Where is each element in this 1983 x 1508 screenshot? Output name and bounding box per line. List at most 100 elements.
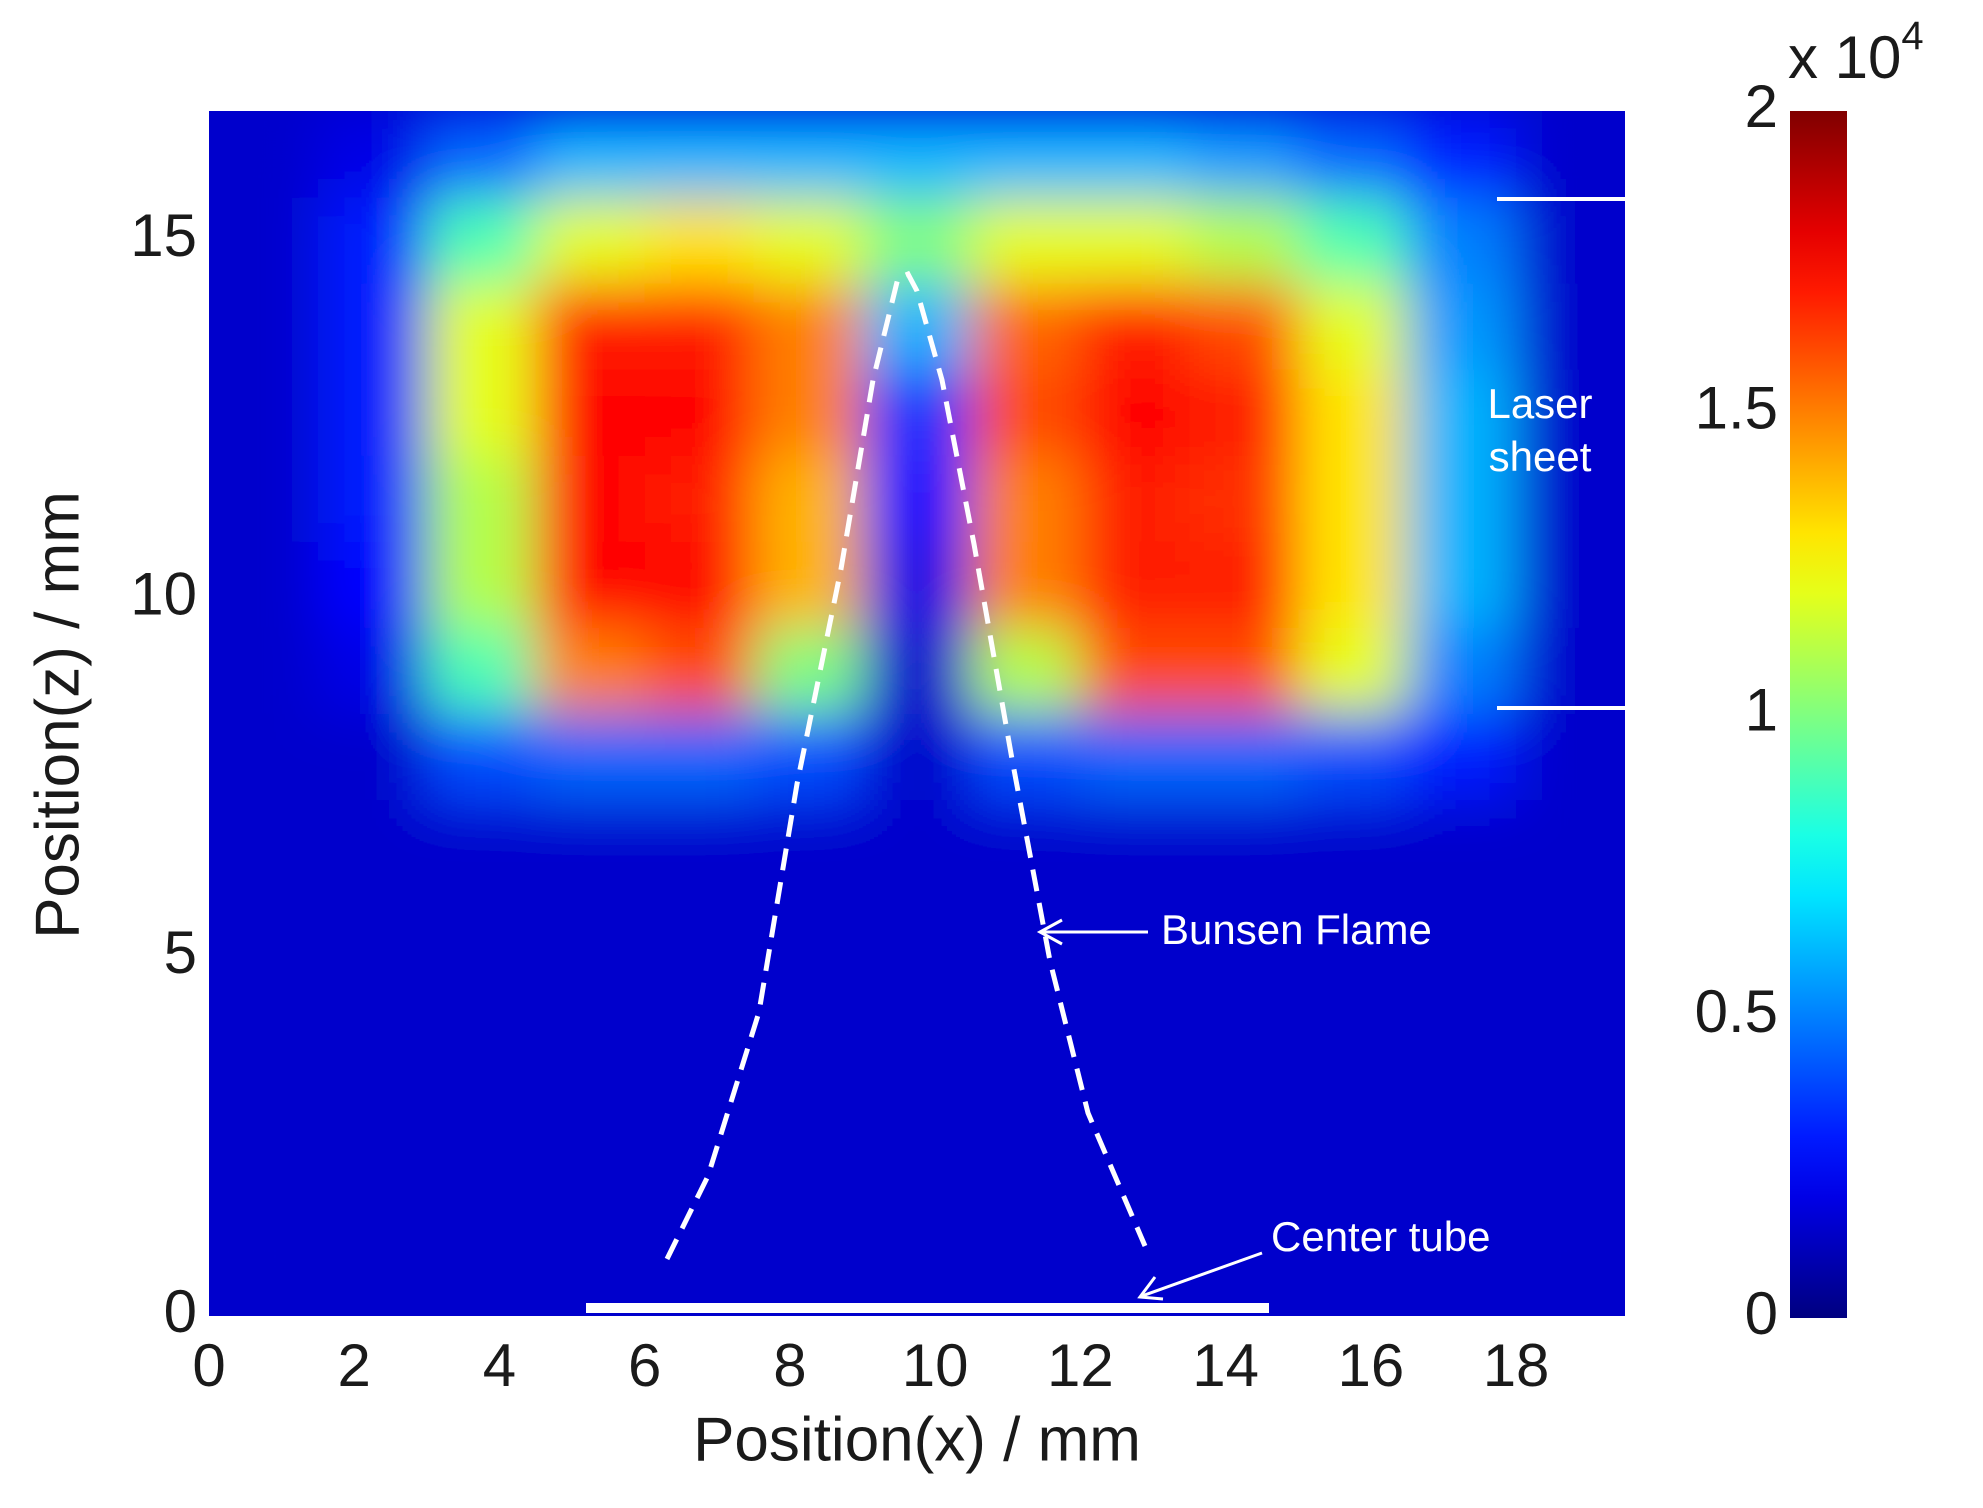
heatmap-cell <box>317 1229 428 1316</box>
heatmap-cell <box>1407 283 1517 370</box>
heatmap-cell <box>535 1057 646 1145</box>
x-tick-label: 2 <box>338 1332 371 1399</box>
heatmap-cell <box>971 1143 1081 1231</box>
heatmap-cell <box>644 197 755 284</box>
heatmap-cell <box>317 713 428 801</box>
heatmap-cell <box>317 369 428 456</box>
heatmap-cell <box>971 369 1081 456</box>
heatmap-cell <box>862 799 972 887</box>
heatmap-cell <box>1516 283 1625 370</box>
heatmap-cell <box>1407 1057 1517 1145</box>
heatmap-cell <box>1516 627 1625 714</box>
heatmap-cell <box>753 627 864 714</box>
annotation: sheet <box>1489 433 1592 480</box>
flame-outline <box>664 270 1148 1261</box>
heatmap-cell <box>1407 1143 1517 1231</box>
heatmap-cell <box>1189 369 1299 456</box>
heatmap-cell <box>1189 713 1299 801</box>
heatmap-cell <box>535 885 646 973</box>
heatmap-cell <box>1298 885 1408 973</box>
heatmap-cell <box>753 111 864 198</box>
x-tick-label: 6 <box>628 1332 661 1399</box>
heatmap-cell <box>535 283 646 370</box>
heatmap-cell <box>317 971 428 1059</box>
x-tick-label: 8 <box>773 1332 806 1399</box>
heatmap-cell <box>317 283 428 370</box>
heatmap-cell <box>426 1143 537 1231</box>
heatmap-cell <box>862 541 972 628</box>
heatmap-cell <box>535 111 646 198</box>
heatmap-cell <box>1407 627 1517 714</box>
heatmap-cell <box>209 1143 319 1231</box>
heatmap-cell <box>426 455 537 542</box>
heatmap-cell <box>1407 197 1517 284</box>
heatmap-cell <box>535 799 646 887</box>
heatmap-cell <box>1189 197 1299 284</box>
heatmap-cell <box>209 1229 319 1316</box>
heatmap-cell <box>1407 971 1517 1059</box>
heatmap-cell <box>753 455 864 542</box>
heatmap-cell <box>1298 799 1408 887</box>
tube-arrowhead <box>1137 1276 1164 1301</box>
heatmap-cell <box>209 627 319 714</box>
heatmap-cell <box>1298 627 1408 714</box>
heatmap-cell <box>1080 1057 1190 1145</box>
heatmap-cell <box>1298 455 1408 542</box>
heatmap-cell <box>1189 1057 1299 1145</box>
heatmap-cell <box>1298 971 1408 1059</box>
heatmap-cell <box>644 111 755 198</box>
heatmap-cell <box>426 283 537 370</box>
heatmap-cell <box>1516 369 1625 456</box>
heatmap-cell <box>1080 1143 1190 1231</box>
x-axis-label: Position(x) / mm <box>693 1405 1141 1474</box>
heatmap-cell <box>862 627 972 714</box>
colorbar-tick-label: 1 <box>1745 676 1778 743</box>
heatmap-cell <box>1080 885 1190 973</box>
heatmap-cell <box>535 197 646 284</box>
heatmap-cell <box>426 1229 537 1316</box>
heatmap-cell <box>1080 455 1190 542</box>
heatmap-cell <box>1189 971 1299 1059</box>
heatmap-cell <box>535 713 646 801</box>
heatmap-cell <box>1080 627 1190 714</box>
heatmap-cell <box>426 111 537 198</box>
heatmap-cell <box>644 799 755 887</box>
heatmap-cell <box>753 283 864 370</box>
heatmap-cell <box>1189 1143 1299 1231</box>
heatmap-cell <box>317 111 428 198</box>
heatmap-cell <box>971 455 1081 542</box>
heatmap-cell <box>426 197 537 284</box>
x-tick-label: 14 <box>1192 1332 1259 1399</box>
heatmap-cell <box>1298 283 1408 370</box>
y-tick-label: 15 <box>130 202 197 269</box>
heatmap-cell <box>317 197 428 284</box>
y-axis-label: Position(z) / mm <box>23 491 92 939</box>
heatmap-cell <box>426 713 537 801</box>
heatmap-cell <box>1189 455 1299 542</box>
heatmap-cell <box>753 1229 864 1316</box>
heatmap-cell <box>644 541 755 628</box>
heatmap-cell <box>535 1229 646 1316</box>
heatmap-cell <box>1189 799 1299 887</box>
heatmap-cell <box>317 1143 428 1231</box>
heatmap-cell <box>426 799 537 887</box>
heatmap-cell <box>1407 541 1517 628</box>
heatmap-cell <box>862 1143 972 1231</box>
heatmap-cell <box>317 799 428 887</box>
heatmap-cell <box>753 541 864 628</box>
heatmap-cell <box>1080 799 1190 887</box>
heatmap-cell <box>1516 713 1625 801</box>
heatmap-cell <box>644 369 755 456</box>
tube-arrow <box>1141 1251 1263 1298</box>
heatmap-cell <box>1516 1143 1625 1231</box>
colorbar-scale: x 104 <box>1788 14 1924 91</box>
heatmap-cell <box>317 627 428 714</box>
heatmap-cell <box>1407 885 1517 973</box>
heatmap-cell <box>1298 713 1408 801</box>
heatmap-cell <box>209 455 319 542</box>
heatmap-cell <box>209 369 319 456</box>
heatmap-cell <box>753 369 864 456</box>
heatmap-cell <box>426 885 537 973</box>
heatmap-cell <box>1516 1057 1625 1145</box>
